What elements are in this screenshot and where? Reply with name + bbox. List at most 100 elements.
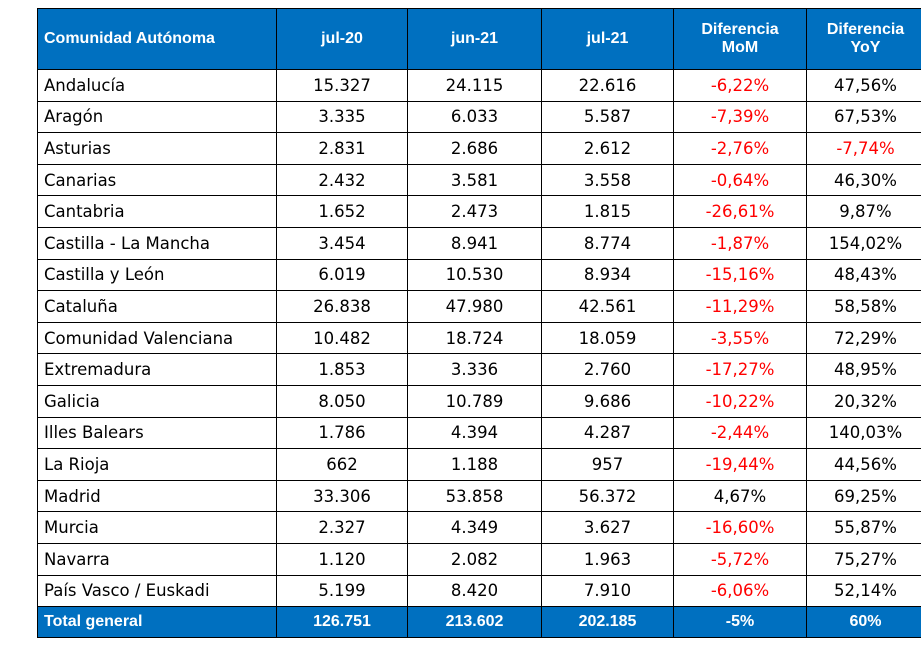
cell-comunidad: Navarra xyxy=(37,542,277,576)
cell-jul-20: 1.853 xyxy=(276,353,408,386)
cell-diferencia-mom: -17,27% xyxy=(673,353,807,386)
cell-jul-20: 2.831 xyxy=(276,132,408,165)
cell-diferencia-yoy: 48,43% xyxy=(806,258,921,292)
cell-jul-20: 6.019 xyxy=(276,258,408,292)
cell-diferencia-mom: -2,44% xyxy=(673,416,807,450)
cell-jul-21: 4.287 xyxy=(541,416,674,450)
cell-jul-21: 18.059 xyxy=(541,321,674,355)
header-comunidad: Comunidad Autónoma xyxy=(37,8,277,70)
cell-jul-20: 26.838 xyxy=(276,290,408,323)
header-jul-21: jul-21 xyxy=(541,8,674,70)
comunidades-table: Comunidad Autónoma jul-20 jun-21 jul-21 … xyxy=(37,8,921,639)
cell-jun-21: 4.394 xyxy=(407,416,542,450)
cell-comunidad: Galicia xyxy=(37,384,277,418)
cell-diferencia-yoy: 75,27% xyxy=(806,542,921,576)
cell-diferencia-yoy: 69,25% xyxy=(806,479,921,513)
cell-diferencia-yoy: -7,74% xyxy=(806,132,921,165)
cell-comunidad: Canarias xyxy=(37,163,277,197)
cell-jun-21: 8.941 xyxy=(407,226,542,260)
cell-diferencia-mom: -7,39% xyxy=(673,100,807,134)
table-row: País Vasco / Euskadi 5.199 8.420 7.910 -6,06… xyxy=(37,574,921,608)
cell-jul-21: 957 xyxy=(541,448,674,481)
cell-comunidad: Aragón xyxy=(37,100,277,134)
cell-jun-21: 53.858 xyxy=(407,479,542,513)
cell-jul-20: 2.432 xyxy=(276,163,408,197)
cell-jul-21: 8.934 xyxy=(541,258,674,292)
cell-diferencia-yoy: 47,56% xyxy=(806,69,921,102)
header-row: Comunidad Autónoma jul-20 jun-21 jul-21 … xyxy=(37,8,921,70)
cell-jul-21: 1.963 xyxy=(541,542,674,576)
table-row: Asturias 2.831 2.686 2.612 -2,76% -7,74% xyxy=(37,132,921,165)
cell-diferencia-yoy: 67,53% xyxy=(806,100,921,134)
cell-diferencia-mom: -16,60% xyxy=(673,511,807,544)
cell-diferencia-mom: -11,29% xyxy=(673,290,807,323)
table-row: Murcia 2.327 4.349 3.627 -16,60% 55,87% xyxy=(37,511,921,544)
cell-jul-20: 1.786 xyxy=(276,416,408,450)
cell-jul-20: 1.652 xyxy=(276,195,408,228)
cell-diferencia-mom: -6,22% xyxy=(673,69,807,102)
header-diferencia-mom: Diferencia MoM xyxy=(673,8,807,70)
cell-jul-21: 42.561 xyxy=(541,290,674,323)
cell-diferencia-yoy: 154,02% xyxy=(806,226,921,260)
total-row: Total general 126.751 213.602 202.185 -5… xyxy=(37,606,921,639)
cell-jul-21: 3.627 xyxy=(541,511,674,544)
cell-jun-21: 2.082 xyxy=(407,542,542,576)
cell-comunidad: Cataluña xyxy=(37,290,277,323)
total-jul-21: 202.185 xyxy=(541,606,674,639)
cell-jun-21: 8.420 xyxy=(407,574,542,608)
cell-diferencia-mom: -0,64% xyxy=(673,163,807,197)
table-row: La Rioja 662 1.188 957 -19,44% 44,56% xyxy=(37,448,921,481)
total-diferencia-yoy: 60% xyxy=(806,606,921,639)
cell-jun-21: 4.349 xyxy=(407,511,542,544)
table-row: Canarias 2.432 3.581 3.558 -0,64% 46,30% xyxy=(37,163,921,197)
cell-jun-21: 2.686 xyxy=(407,132,542,165)
cell-diferencia-mom: -19,44% xyxy=(673,448,807,481)
cell-jul-21: 1.815 xyxy=(541,195,674,228)
cell-comunidad: Asturias xyxy=(37,132,277,165)
table-row: Extremadura 1.853 3.336 2.760 -17,27% 48,95% xyxy=(37,353,921,386)
total-jul-20: 126.751 xyxy=(276,606,408,639)
cell-jul-20: 1.120 xyxy=(276,542,408,576)
cell-diferencia-mom: -15,16% xyxy=(673,258,807,292)
cell-diferencia-mom: -1,87% xyxy=(673,226,807,260)
cell-diferencia-mom: -6,06% xyxy=(673,574,807,608)
cell-diferencia-mom: -5,72% xyxy=(673,542,807,576)
table-footer: Total general 126.751 213.602 202.185 -5… xyxy=(37,606,921,639)
total-label: Total general xyxy=(37,606,277,639)
cell-comunidad: Castilla - La Mancha xyxy=(37,226,277,260)
table-row: Navarra 1.120 2.082 1.963 -5,72% 75,27% xyxy=(37,542,921,576)
table-row: Cantabria 1.652 2.473 1.815 -26,61% 9,87% xyxy=(37,195,921,228)
cell-jun-21: 10.789 xyxy=(407,384,542,418)
cell-jul-21: 7.910 xyxy=(541,574,674,608)
cell-jul-20: 10.482 xyxy=(276,321,408,355)
cell-comunidad: Comunidad Valenciana xyxy=(37,321,277,355)
cell-jul-21: 9.686 xyxy=(541,384,674,418)
cell-jul-20: 33.306 xyxy=(276,479,408,513)
cell-jun-21: 3.581 xyxy=(407,163,542,197)
cell-comunidad: País Vasco / Euskadi xyxy=(37,574,277,608)
cell-diferencia-mom: -10,22% xyxy=(673,384,807,418)
cell-comunidad: La Rioja xyxy=(37,448,277,481)
cell-comunidad: Castilla y León xyxy=(37,258,277,292)
cell-comunidad: Cantabria xyxy=(37,195,277,228)
cell-comunidad: Andalucía xyxy=(37,69,277,102)
total-diferencia-mom: -5% xyxy=(673,606,807,639)
cell-diferencia-mom: 4,67% xyxy=(673,479,807,513)
cell-jul-21: 5.587 xyxy=(541,100,674,134)
cell-jul-20: 3.454 xyxy=(276,226,408,260)
header-diferencia-yoy: Diferencia YoY xyxy=(806,8,921,70)
cell-jul-21: 8.774 xyxy=(541,226,674,260)
cell-diferencia-yoy: 46,30% xyxy=(806,163,921,197)
cell-diferencia-yoy: 44,56% xyxy=(806,448,921,481)
cell-jun-21: 10.530 xyxy=(407,258,542,292)
cell-jun-21: 47.980 xyxy=(407,290,542,323)
cell-jul-21: 3.558 xyxy=(541,163,674,197)
cell-jul-21: 56.372 xyxy=(541,479,674,513)
cell-diferencia-mom: -3,55% xyxy=(673,321,807,355)
cell-jun-21: 1.188 xyxy=(407,448,542,481)
cell-jun-21: 24.115 xyxy=(407,69,542,102)
cell-diferencia-mom: -2,76% xyxy=(673,132,807,165)
cell-jul-20: 3.335 xyxy=(276,100,408,134)
cell-jul-20: 662 xyxy=(276,448,408,481)
cell-diferencia-yoy: 52,14% xyxy=(806,574,921,608)
